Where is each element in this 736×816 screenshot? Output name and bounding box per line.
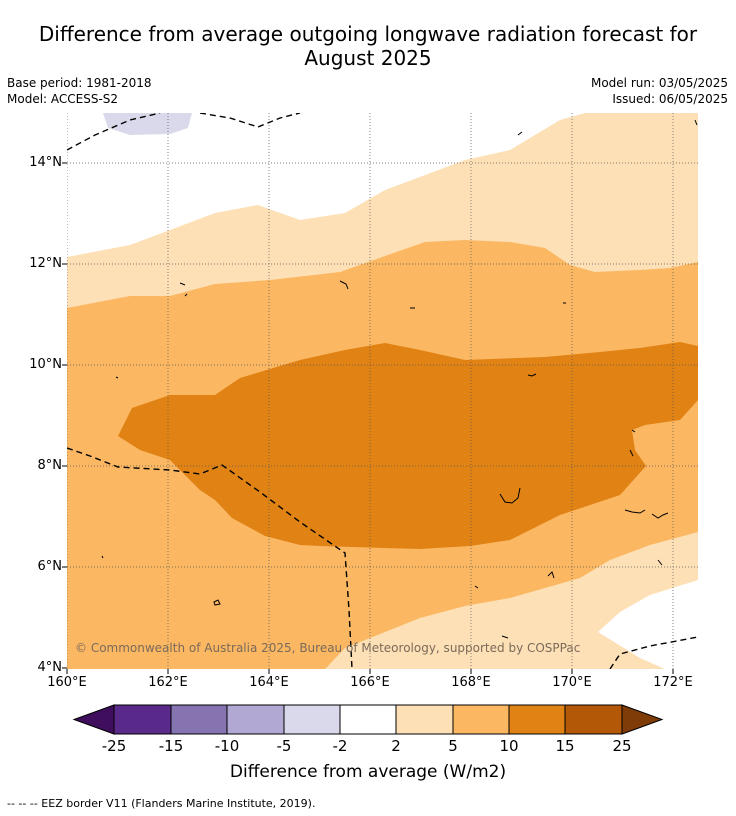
colorbar-bin [396, 705, 453, 734]
title-line-1: Difference from average outgoing longwav… [38, 22, 698, 46]
model-run: Model run: 03/05/2025 [590, 76, 728, 90]
colorbar-bin [114, 705, 171, 734]
map-plot-area [67, 113, 698, 669]
lon-label-172e: 172°E [653, 675, 693, 690]
lat-label-6n: 6°N [37, 559, 63, 574]
graticule [67, 113, 698, 669]
colorbar-bin [453, 705, 509, 734]
band-2-5-ne [672, 113, 698, 127]
colorbar-tick-label: -2 [332, 737, 348, 755]
title-line-2: August 2025 [304, 46, 432, 70]
lon-label-162e: 162°E [148, 675, 188, 690]
lat-label-10n: 10°N [29, 357, 62, 372]
lon-label-166e: 166°E [350, 675, 390, 690]
colorbar-tick-label: 10 [499, 737, 519, 755]
colorbar-tick-label: -25 [101, 737, 127, 755]
colorbar [72, 704, 664, 735]
map-title: Difference from average outgoing longwav… [0, 22, 736, 70]
islands [101, 119, 698, 639]
meta-left: Base period: 1981-2018 Model: ACCESS-S2 [7, 75, 152, 107]
colorbar-bin [171, 705, 227, 734]
lat-label-14n: 14°N [29, 155, 62, 170]
colorbar-extend-max [621, 704, 664, 735]
colorbar-title: Difference from average (W/m2) [229, 762, 507, 782]
model-name: Model: ACCESS-S2 [7, 92, 119, 106]
lon-label-168e: 168°E [451, 675, 491, 690]
colorbar-tick-label: 15 [555, 737, 575, 755]
colorbar-bin [565, 705, 622, 734]
eez-borders [67, 113, 698, 669]
lon-label-170e: 170°E [552, 675, 592, 690]
lat-label-12n: 12°N [29, 256, 62, 271]
axis-ticks [62, 162, 674, 674]
colorbar-tick-label: 25 [612, 737, 632, 755]
band-10-15-core [118, 342, 698, 549]
issued-date: Issued: 06/05/2025 [612, 92, 728, 106]
lat-label-4n: 4°N [37, 660, 63, 675]
colorbar-extend-min [72, 704, 115, 735]
colorbar-tick-label: 2 [391, 737, 401, 755]
colorbar-bin [340, 705, 396, 734]
lon-label-160e: 160°E [47, 675, 87, 690]
copyright-credit: © Commonwealth of Australia 2025, Bureau… [75, 641, 581, 655]
eez-legend-note: -- -- -- EEZ border V11 (Flanders Marine… [7, 797, 316, 810]
meta-right: Model run: 03/05/2025 Issued: 06/05/2025 [591, 75, 728, 107]
lon-label-164e: 164°E [249, 675, 289, 690]
lat-label-8n: 8°N [37, 458, 63, 473]
colorbar-bin [227, 705, 284, 734]
colorbar-bin [509, 705, 565, 734]
band-white-north [67, 113, 585, 257]
colorbar-tick-label: 5 [448, 737, 458, 755]
colorbar-tick-label: -10 [214, 737, 240, 755]
colorbar-bin [284, 705, 340, 734]
base-period: Base period: 1981-2018 [7, 76, 152, 90]
colorbar-tick-label: -15 [158, 737, 184, 755]
band-minus2-minus5 [103, 113, 192, 135]
colorbar-tick-label: -5 [276, 737, 292, 755]
